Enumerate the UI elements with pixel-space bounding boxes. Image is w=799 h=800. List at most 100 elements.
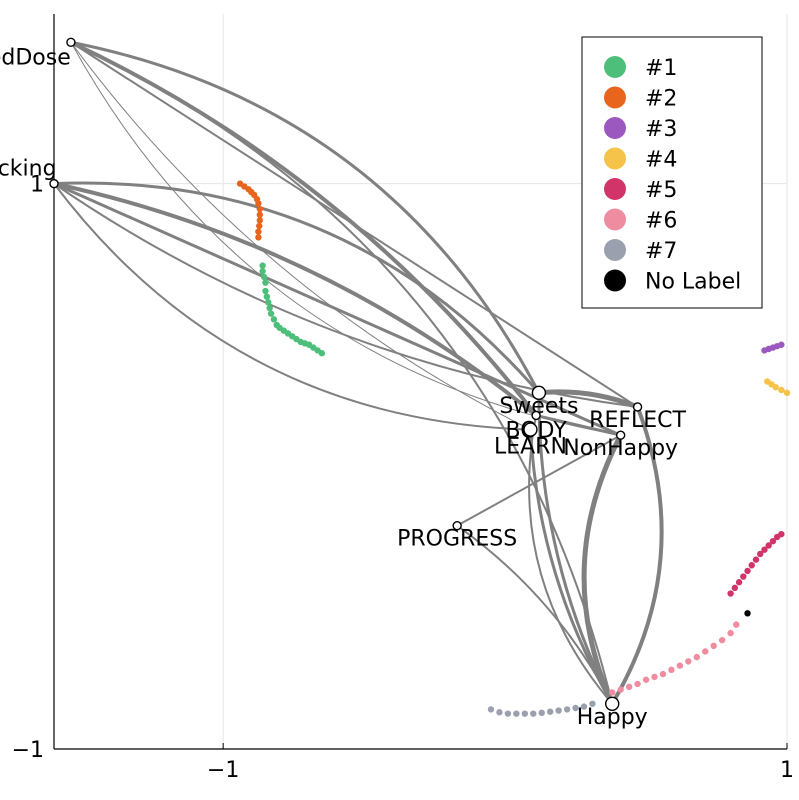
point-series-0-2 xyxy=(260,273,268,281)
point-series-5-13 xyxy=(718,636,726,644)
point-series-5-5 xyxy=(651,673,658,681)
edge-eTracking-Sweets xyxy=(52,181,541,395)
point-series-1-10 xyxy=(256,222,263,230)
edge-PROGRESS-Happy xyxy=(456,524,614,705)
node-Sweets xyxy=(531,385,547,401)
edge-SkippedDose-Sweets xyxy=(69,40,541,395)
point-series-5-4 xyxy=(642,676,650,683)
point-series-4-0 xyxy=(727,590,734,597)
node-Happy xyxy=(605,696,620,711)
point-series-5-11 xyxy=(702,648,709,655)
point-series-0-5 xyxy=(263,293,271,300)
edge-SkippedDose-NonHappy xyxy=(70,41,622,436)
point-series-6-2 xyxy=(504,710,512,717)
legend-label-1: #2 xyxy=(645,87,677,112)
edge-eTracking-NonHappy xyxy=(52,182,623,437)
point-series-0-0 xyxy=(259,262,266,269)
legend-box xyxy=(581,36,763,309)
point-series-5-0 xyxy=(609,689,616,696)
point-series-1-6 xyxy=(255,200,262,207)
node-PROGRESS xyxy=(452,520,462,531)
point-series-5-15 xyxy=(733,621,740,628)
edge-REFLECT-Happy xyxy=(610,404,664,706)
point-series-5-10 xyxy=(693,653,700,661)
point-series-5-7 xyxy=(668,666,675,674)
point-series-5-3 xyxy=(634,680,641,688)
node-eTracking xyxy=(49,178,59,189)
point-series-4-9 xyxy=(765,542,772,549)
y-tick-label-0: −1 xyxy=(12,738,44,763)
point-series-6-3 xyxy=(513,710,520,717)
point-series-6-8 xyxy=(555,707,562,714)
point-series-0-4 xyxy=(262,287,269,295)
point-series-6-0 xyxy=(487,706,495,713)
point-series-4-3 xyxy=(740,573,747,580)
point-series-4-10 xyxy=(769,538,777,545)
edge-BODY-Happy xyxy=(528,414,614,705)
point-series-4-12 xyxy=(778,530,785,538)
point-series-1-7 xyxy=(256,205,264,213)
edge-PROGRESS-NonHappy xyxy=(456,434,622,527)
point-series-4-1 xyxy=(731,584,739,592)
point-series-6-12 xyxy=(589,700,596,707)
point-series-5-8 xyxy=(676,662,684,669)
point-series-6-11 xyxy=(580,703,588,710)
point-series-5-14 xyxy=(727,629,734,637)
node-NonHappy xyxy=(615,430,626,440)
point-series-4-5 xyxy=(748,562,755,569)
legend-label-6: #7 xyxy=(645,239,677,264)
legend-label-7: No Label xyxy=(645,270,741,295)
node-label-SkippedDose: SkippedDose xyxy=(0,45,71,70)
node-label-eTracking: eTracking xyxy=(0,157,57,182)
point-series-5-6 xyxy=(659,670,667,678)
legend-marker-4 xyxy=(604,178,626,200)
point-series-5-2 xyxy=(625,683,633,691)
point-series-6-10 xyxy=(572,704,579,712)
node-label-REFLECT: REFLECT xyxy=(589,408,686,433)
data-points xyxy=(236,180,791,717)
point-series-4-6 xyxy=(752,556,760,563)
edge-Sweets-Happy xyxy=(537,391,614,706)
legend-marker-7 xyxy=(604,269,626,292)
point-series-0-7 xyxy=(266,304,273,312)
point-series-1-9 xyxy=(256,217,264,224)
edge-SkippedDose-LEARN xyxy=(70,41,531,431)
point-series-1-12 xyxy=(255,234,262,241)
legend-label-2: #3 xyxy=(645,117,677,142)
legend-label-0: #1 xyxy=(645,56,677,81)
point-series-4-4 xyxy=(744,567,751,575)
y-tick-label-1: 1 xyxy=(30,173,44,198)
point-series-1-11 xyxy=(255,228,262,235)
point-series-6-7 xyxy=(546,708,554,715)
edge-SkippedDose-REFLECT xyxy=(69,41,639,408)
node-LEARN xyxy=(523,422,538,437)
node-label-NonHappy: NonHappy xyxy=(563,436,678,461)
legend-marker-0 xyxy=(604,56,626,78)
point-series-6-6 xyxy=(538,709,545,717)
node-label-Happy: Happy xyxy=(577,705,648,730)
point-series-6-1 xyxy=(496,709,503,716)
point-series-1-8 xyxy=(256,211,264,218)
edge-BODY-NonHappy xyxy=(534,413,623,437)
legend-label-5: #6 xyxy=(645,209,677,234)
point-series-0-21 xyxy=(318,350,326,357)
node-label-PROGRESS: PROGRESS xyxy=(397,527,517,552)
point-series-0-3 xyxy=(262,279,269,286)
edge-SkippedDose-BODY xyxy=(68,40,539,418)
point-series-6-5 xyxy=(530,710,537,717)
legend-label-3: #4 xyxy=(645,148,677,173)
legend-label-4: #5 xyxy=(645,178,677,203)
point-series-6-4 xyxy=(521,710,529,717)
legend-marker-6 xyxy=(604,239,626,261)
point-series-0-6 xyxy=(265,299,272,306)
node-SkippedDose xyxy=(66,37,76,47)
point-series-3-4 xyxy=(783,389,791,397)
node-REFLECT xyxy=(632,402,643,412)
point-series-3-2 xyxy=(772,383,779,391)
point-series-6-9 xyxy=(563,706,571,713)
point-series-2-4 xyxy=(778,341,785,348)
point-series-4-8 xyxy=(761,546,768,553)
node-BODY xyxy=(531,410,541,421)
axes: −1 1 −1 1 xyxy=(12,14,794,783)
